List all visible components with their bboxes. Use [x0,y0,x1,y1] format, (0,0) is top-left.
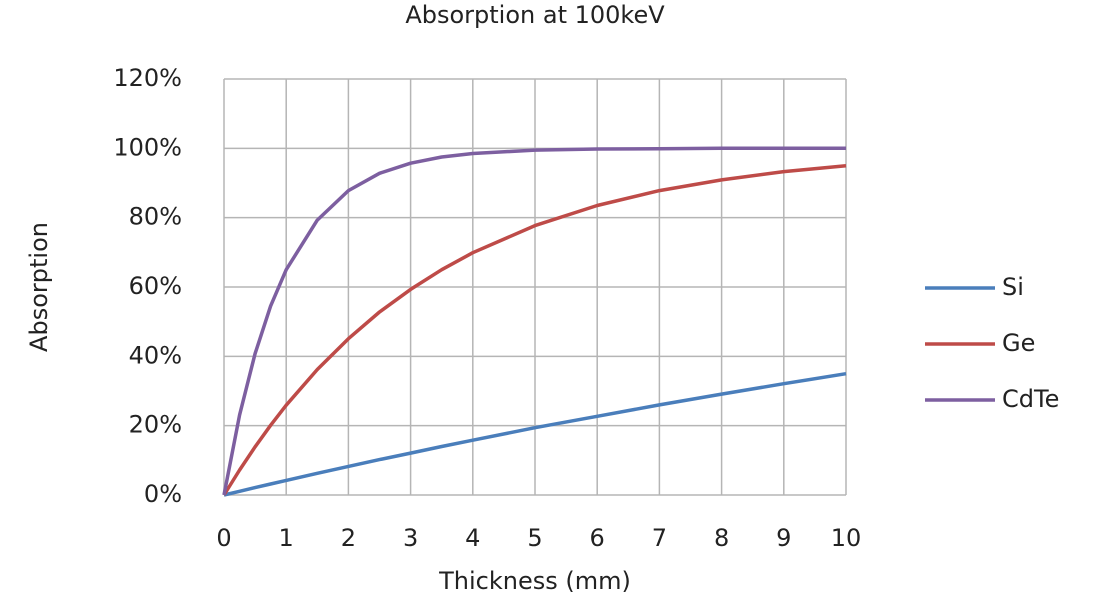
y-tick-label: 120% [113,64,182,92]
y-tick-label: 20% [129,411,182,439]
legend-label: Si [1002,273,1024,301]
x-tick-label: 9 [776,524,791,552]
series-line [223,371,847,497]
y-tick-label: 0% [144,480,182,508]
x-axis-label: Thickness (mm) [438,567,631,595]
y-tick-label: 40% [129,341,182,369]
chart-title: Absorption at 100keV [405,1,665,29]
y-tick-label: 100% [113,133,182,161]
series-line [222,163,847,496]
series-line [222,146,846,496]
y-tick-label: 60% [129,272,182,300]
x-tick-label: 1 [279,524,294,552]
x-tick-label: 4 [465,524,480,552]
x-tick-label: 6 [590,524,605,552]
legend-label: Ge [1002,329,1035,357]
x-tick-label: 10 [831,524,862,552]
y-tick-label: 80% [129,203,182,231]
x-tick-label: 7 [652,524,667,552]
x-tick-label: 2 [341,524,356,552]
x-tick-label: 5 [527,524,542,552]
x-tick-label: 8 [714,524,729,552]
y-axis-label: Absorption [25,222,53,352]
legend-label: CdTe [1002,385,1059,413]
x-tick-label: 0 [216,524,231,552]
x-tick-label: 3 [403,524,418,552]
